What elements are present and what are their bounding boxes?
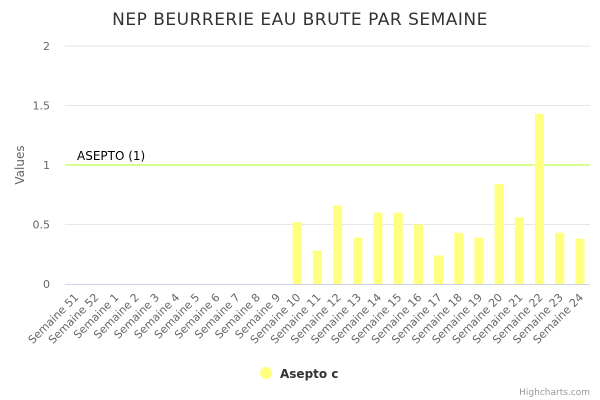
bar[interactable]	[434, 255, 444, 284]
plot-line-label: ASEPTO (1)	[77, 149, 145, 163]
bar[interactable]	[353, 237, 363, 284]
y-axis-title: Values	[13, 145, 27, 184]
bar[interactable]	[393, 212, 403, 284]
legend-symbol[interactable]	[260, 367, 272, 379]
y-axis-ticks: 0 0.5 1 1.5 2	[33, 40, 51, 291]
bar[interactable]	[454, 232, 464, 284]
legend[interactable]: Asepto c	[260, 367, 338, 381]
bar[interactable]	[555, 232, 565, 284]
y-tick-label: 1.5	[33, 100, 51, 113]
credits-link[interactable]: Highcharts.com	[519, 388, 590, 398]
bar[interactable]	[373, 212, 383, 284]
bar[interactable]	[312, 250, 322, 284]
bar[interactable]	[534, 113, 545, 284]
y-tick-label: 2	[43, 40, 50, 53]
bar[interactable]	[575, 238, 585, 284]
bar[interactable]	[292, 222, 302, 284]
bar-series	[292, 113, 585, 285]
bar[interactable]	[413, 224, 423, 285]
y-tick-label: 1	[43, 159, 50, 172]
threshold-plot-line: ASEPTO (1)	[65, 149, 590, 166]
bar[interactable]	[333, 205, 343, 284]
legend-item-label[interactable]: Asepto c	[280, 367, 338, 381]
y-tick-label: 0.5	[33, 219, 51, 232]
bar[interactable]	[494, 184, 504, 284]
bar[interactable]	[474, 237, 484, 284]
chart-title: NEP BEURRERIE EAU BRUTE PAR SEMAINE	[112, 10, 488, 30]
bar[interactable]	[514, 217, 524, 284]
y-tick-label: 0	[43, 278, 50, 291]
grid-lines	[65, 45, 590, 225]
